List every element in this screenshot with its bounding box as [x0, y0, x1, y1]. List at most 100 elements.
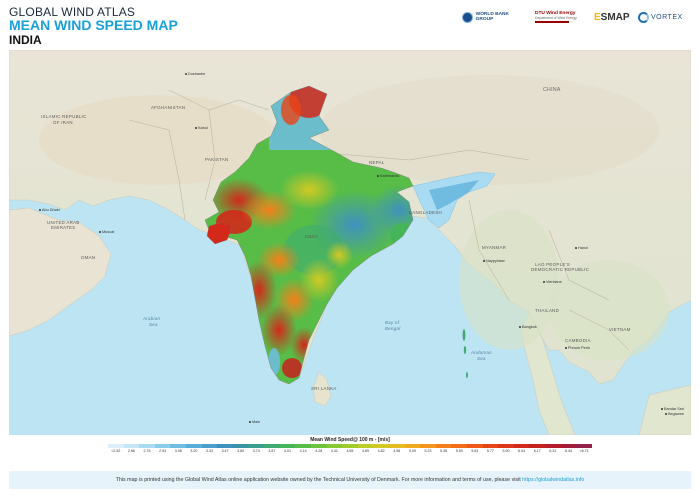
atlas-title: GLOBAL WIND ATLAS [9, 5, 136, 19]
zone-rajasthan-orange [241, 190, 297, 230]
dtu-logo: DTU Wind Energy Department of Wind Energ… [535, 8, 585, 26]
footer-text: This map is printed using the Global Win… [115, 477, 523, 483]
city-kabul: Kabul [195, 126, 208, 130]
world-bank-text: WORLD BANK GROUP [475, 12, 509, 22]
legend-swatch [139, 444, 155, 448]
dtu-subtext: Department of Wind Energy [535, 16, 577, 21]
label-srilanka: SRI LANKA [311, 386, 337, 391]
legend-swatch [279, 444, 296, 448]
legend-swatch [388, 444, 405, 448]
legend-tick: 3.20 [190, 449, 198, 453]
legend-swatch [342, 444, 358, 448]
city-bandar-1: Bandar Seri [661, 407, 684, 411]
india-outline [204, 85, 414, 385]
legend-swatch [232, 444, 249, 448]
region-kathiawar [206, 221, 232, 245]
legend-tick: 4.55 [346, 449, 354, 453]
legend-title: Mean Wind Speed@ 100 m - [m/s] [310, 437, 390, 443]
legend-tick: 5.23 [424, 449, 432, 453]
label-myanmar: MYANMAR [482, 245, 507, 250]
sea-andaman-1: Andaman [471, 350, 492, 355]
legend-tick: 5.90 [502, 449, 510, 453]
landmass-malay [520, 311, 576, 435]
legend-tick: 4.96 [393, 449, 401, 453]
legend-swatch [108, 444, 124, 448]
maldives-islands [249, 394, 253, 416]
legend-swatch [123, 444, 140, 448]
legend-tick: 6.31 [549, 449, 557, 453]
city-naypyidaw: Naypyidaw [483, 259, 505, 263]
zone-karnataka-red [261, 304, 297, 356]
label-afghanistan: AFGHANISTAN [151, 105, 186, 110]
zone-east-blue [369, 185, 413, 235]
legend-swatch [420, 444, 436, 448]
legend-tick: 4.01 [284, 449, 291, 453]
iran-plateau [39, 95, 279, 185]
map-canvas [9, 50, 691, 435]
legend-color-bar [108, 444, 592, 448]
esmap-text: SMAP [600, 11, 630, 23]
legend-tick: >6.71 [579, 449, 589, 453]
world-bank-logo: WORLD BANK GROUP [462, 8, 526, 26]
legend-swatch [310, 444, 327, 448]
legend-swatch [576, 444, 592, 448]
legend-tick-labels: <2.52 2.66 2.78 2.93 3.08 3.20 3.33 3.47 3.60 3.7… [108, 449, 592, 453]
footer-link[interactable]: https://globalwindatlas.info [522, 477, 585, 483]
city-dushanbe: Dushanbe [185, 72, 205, 76]
myanmar-hills [459, 210, 559, 350]
legend-tick: 4.28 [315, 449, 323, 453]
map-title: MEAN WIND SPEED MAP [9, 17, 178, 33]
zone-kanyakumari-red [282, 358, 302, 378]
city-vientiane: Vientiane [543, 280, 562, 284]
wind-speed-map[interactable]: CHINA AFGHANISTAN ISLAMIC REPUBLIC OF IR… [9, 50, 691, 435]
legend-swatch [217, 444, 233, 448]
label-uae-1: UNITED ARAB [47, 220, 80, 225]
label-india: INDIA [305, 234, 319, 239]
legend-swatch [186, 444, 202, 448]
legend-tick: 5.50 [455, 449, 463, 453]
vortex-text: VORTEX [651, 13, 683, 21]
legend-swatch [560, 444, 577, 448]
header: GLOBAL WIND ATLAS MEAN WIND SPEED MAP IN… [0, 0, 700, 50]
legend-swatch [357, 444, 374, 448]
country-title: INDIA [9, 33, 42, 47]
vortex-logo: VORTEX [638, 8, 692, 26]
landmass-arabia [9, 207, 112, 337]
legend-tick: 3.33 [205, 449, 213, 453]
legend-tick: 2.66 [127, 449, 135, 453]
label-laos-1: LAO PEOPLE'S [535, 262, 570, 267]
label-pakistan: PAKISTAN [205, 157, 229, 162]
sea-andaman-2: Sea [477, 356, 486, 361]
legend-swatch [295, 444, 311, 448]
legend-swatch [435, 444, 452, 448]
label-laos-2: DEMOCRATIC REPUBLIC [531, 267, 590, 272]
legend-tick: 3.87 [268, 449, 276, 453]
city-male: Male [249, 420, 260, 424]
zone-ap-yellow [299, 258, 339, 302]
city-bangkok: Bangkok [519, 325, 537, 329]
label-vietnam: VIETNAM [609, 327, 631, 332]
city-hanoi: Hanoi [575, 246, 588, 250]
legend-swatch [529, 444, 546, 448]
label-bangladesh: BANGLADESH [409, 210, 443, 215]
legend-tick: 3.60 [237, 449, 245, 453]
city-abu-dhabi: Abu Dhabi [39, 208, 60, 212]
label-cambodia: CAMBODIA [565, 338, 591, 343]
label-china: CHINA [543, 87, 561, 93]
legend-swatch [248, 444, 265, 448]
city-muscat: Muscat [99, 230, 114, 234]
sea-arabian-2: Sea [149, 322, 158, 327]
legend-tick: 6.04 [518, 449, 526, 453]
legend-swatch [154, 444, 171, 448]
legend-swatch [326, 444, 343, 448]
legend-tick: 2.93 [159, 449, 167, 453]
legend-tick: 4.69 [362, 449, 370, 453]
dtu-text: DTU Wind Energy [535, 11, 576, 17]
region-northeast-blue [429, 180, 479, 210]
legend-tick: <2.52 [111, 449, 121, 453]
legend-swatch [264, 444, 280, 448]
zone-kashmir-red [281, 95, 301, 125]
legend-tick: 6.17 [533, 449, 541, 453]
city-bandar-2: Begawan [665, 412, 684, 416]
city-phnom-penh: Phnom Penh [565, 346, 590, 350]
